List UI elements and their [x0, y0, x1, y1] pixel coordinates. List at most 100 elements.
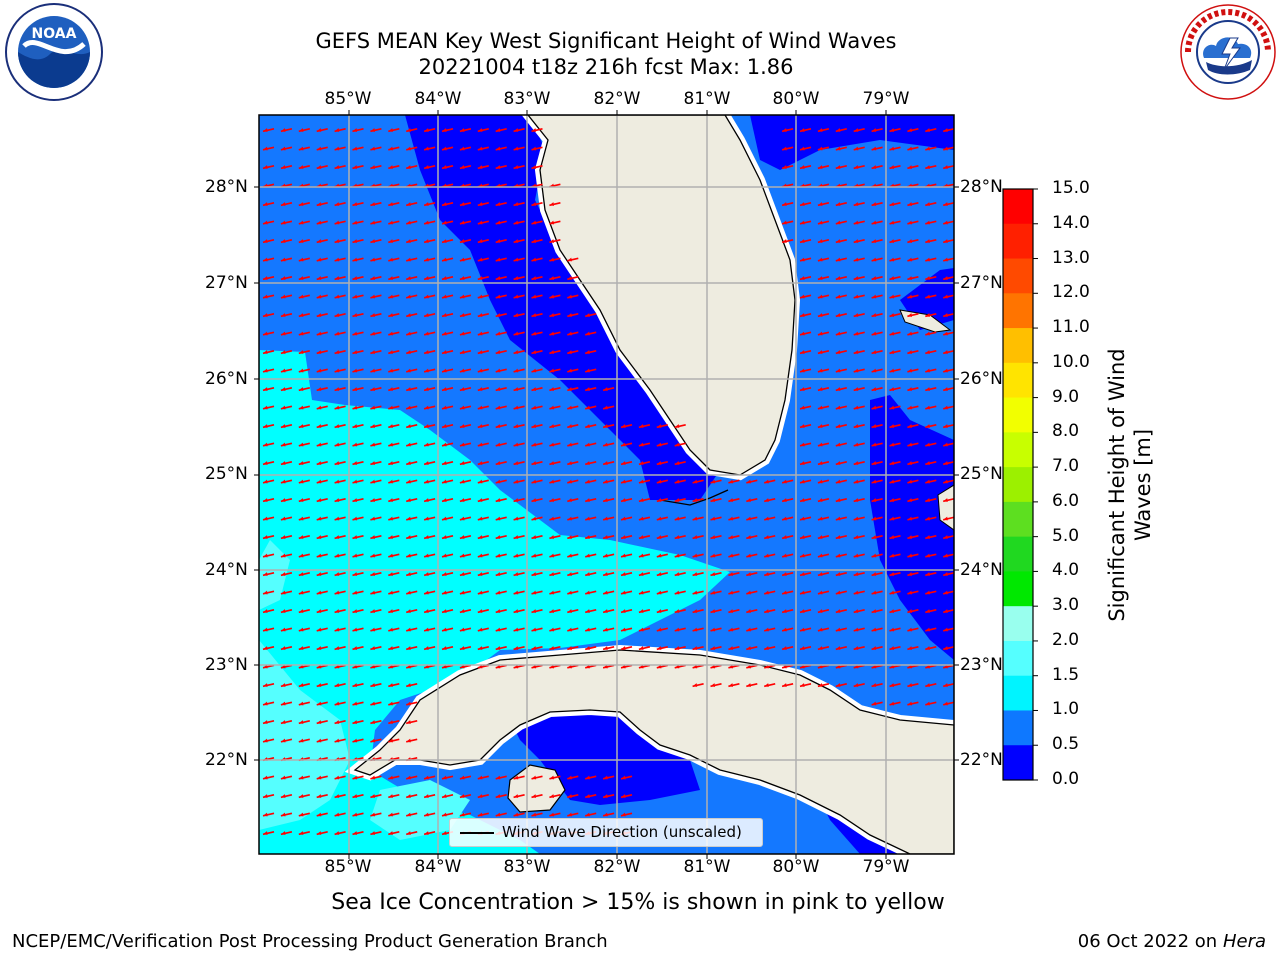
wave-arrow — [495, 461, 507, 466]
wave-arrow — [871, 424, 883, 429]
wave-arrow — [262, 424, 275, 429]
wave-arrow — [262, 479, 275, 484]
wave-arrow — [817, 442, 830, 447]
wave-arrow — [423, 535, 436, 540]
wave-arrow — [370, 572, 382, 577]
wave-arrow — [781, 128, 794, 133]
wave-arrow — [585, 516, 597, 521]
wave-arrow — [370, 313, 382, 318]
wave-arrow — [352, 831, 364, 836]
wave-arrow — [280, 276, 293, 281]
wave-arrow — [907, 331, 919, 336]
wave-arrow — [406, 553, 418, 558]
wave-arrow — [370, 442, 382, 447]
wave-arrow — [764, 683, 776, 688]
wave-arrow — [817, 627, 830, 632]
wave-arrow — [495, 294, 507, 299]
wave-arrow — [853, 479, 865, 484]
wave-arrow — [567, 794, 579, 799]
wave-arrow — [495, 165, 507, 170]
wave-arrow — [871, 442, 883, 447]
lon-label-top-85w: 85°W — [324, 89, 372, 109]
wave-arrow — [871, 646, 883, 651]
wave-arrow — [423, 812, 436, 817]
wave-arrow — [316, 738, 328, 743]
wave-arrow — [549, 405, 561, 410]
wave-arrow — [262, 313, 275, 318]
wave-arrow — [531, 535, 543, 540]
wave-arrow — [943, 220, 954, 225]
wave-arrow — [406, 701, 418, 706]
colorbar-tick-label: 3.0 — [1052, 595, 1080, 616]
wave-arrow — [567, 313, 579, 318]
wave-arrow — [907, 609, 919, 614]
wave-arrow — [549, 516, 561, 521]
wave-arrow — [423, 572, 436, 577]
wave-arrow — [316, 553, 328, 558]
wave-arrow — [656, 646, 668, 651]
wave-arrow — [423, 294, 436, 299]
wave-arrow — [477, 368, 489, 373]
wave-arrow — [817, 535, 830, 540]
wave-arrow — [459, 812, 472, 817]
wave-arrow — [370, 128, 382, 133]
wave-arrow — [620, 516, 633, 521]
cuba-coastline — [353, 649, 954, 854]
wave-arrow — [549, 257, 561, 262]
wave-arrow — [764, 609, 776, 614]
wave-arrow — [388, 424, 400, 429]
wave-arrow — [262, 646, 275, 651]
wave-arrow — [513, 775, 525, 780]
wave-arrow — [835, 646, 847, 651]
wave-arrow — [925, 609, 937, 614]
wave-arrow — [459, 313, 472, 318]
colorbar-segment — [1003, 710, 1033, 746]
wave-arrow — [764, 590, 776, 595]
florida-keys — [659, 489, 729, 506]
map-frame — [258, 114, 955, 855]
wave-arrow — [692, 498, 704, 503]
wave-arrow — [943, 627, 954, 632]
wave-arrow — [799, 202, 812, 207]
wave-arrow — [674, 590, 686, 595]
wave-arrow — [853, 146, 865, 151]
wave-arrow — [620, 794, 633, 799]
colorbar-segment — [1003, 397, 1033, 433]
wave-arrow — [370, 701, 382, 706]
wave-arrow — [674, 535, 686, 540]
wave-arrow — [423, 165, 436, 170]
wave-arrow — [316, 165, 328, 170]
wave-arrow — [549, 572, 561, 577]
wave-arrow — [817, 257, 830, 262]
wave-arrow — [370, 350, 382, 355]
wave-arrow — [298, 128, 310, 133]
wave-arrow — [943, 683, 954, 688]
wave-arrow — [316, 257, 328, 262]
wave-arrow — [799, 572, 812, 577]
wave-arrow — [441, 572, 454, 577]
wave-arrow — [406, 572, 418, 577]
wave-arrow — [334, 220, 346, 225]
wave-arrow — [406, 794, 418, 799]
wave-arrow — [656, 627, 668, 632]
wave-arrow — [316, 775, 328, 780]
wave-arrow — [370, 424, 382, 429]
wave-arrow — [728, 609, 740, 614]
wave-arrow — [638, 572, 651, 577]
wave-arrow — [871, 350, 883, 355]
wave-arrow — [370, 387, 382, 392]
wave-arrow — [638, 609, 651, 614]
wave-arrow — [746, 683, 758, 688]
wave-arrow — [710, 646, 722, 651]
wave-arrow — [513, 405, 525, 410]
wave-arrow — [280, 239, 293, 244]
wave-arrow — [298, 775, 310, 780]
wave-arrow — [334, 535, 346, 540]
wave-arrow — [334, 461, 346, 466]
wave-arrow — [835, 220, 847, 225]
wave-arrow — [781, 239, 794, 244]
wave-arrow — [889, 442, 901, 447]
wave-arrow — [280, 442, 293, 447]
wave-arrow — [352, 442, 364, 447]
wave-arrow — [656, 479, 668, 484]
